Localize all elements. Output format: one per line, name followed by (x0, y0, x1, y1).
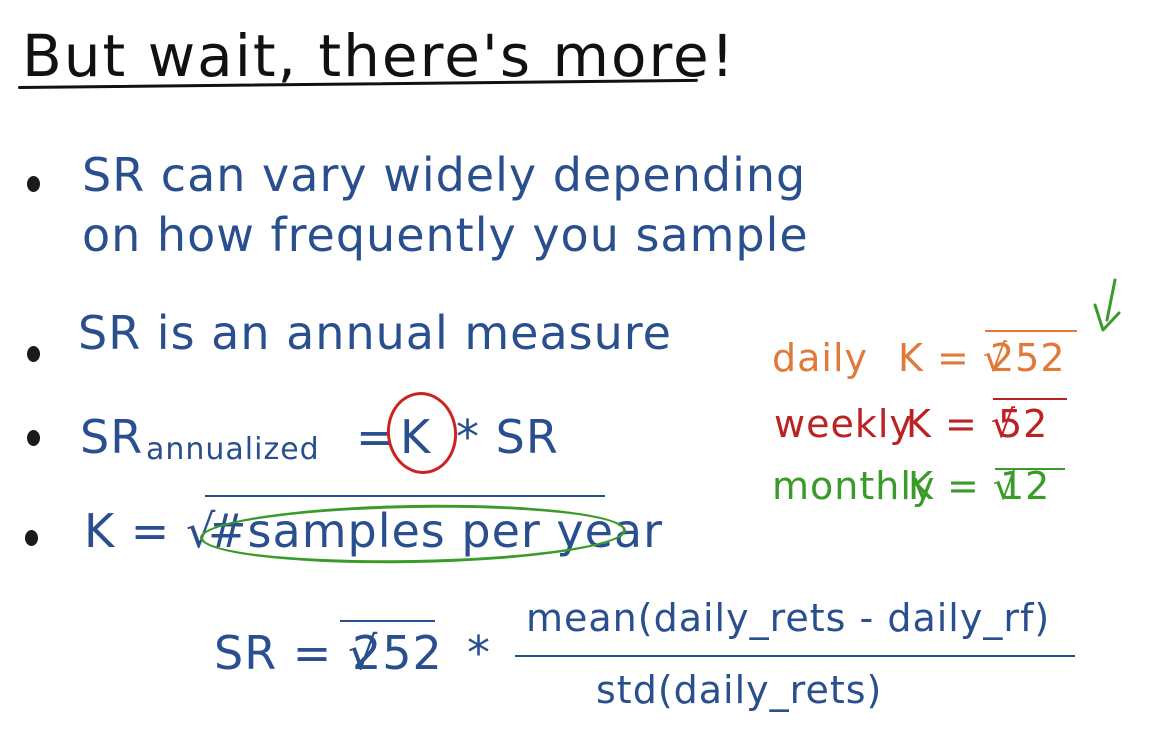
monthly-radical-bar (995, 468, 1065, 470)
weekly-label: weekly (774, 402, 913, 446)
weekly-value: 52 (998, 402, 1049, 446)
bullet-1-line-1: SR can vary widely depending (82, 148, 807, 202)
bullet-3-rest: * SR (456, 410, 559, 464)
bullet-2-dot (27, 346, 40, 362)
formula-denominator: std(daily_rets) (596, 668, 883, 712)
k-highlight-circle (382, 388, 462, 478)
monthly-label: monthly (772, 464, 936, 508)
check-arrow-icon (1093, 278, 1121, 332)
daily-label: daily (772, 336, 869, 380)
formula-numerator: mean(daily_rets - daily_rf) (526, 596, 1051, 640)
bullet-3-equals: = (356, 410, 396, 464)
bullet-3-subscript: annualized (146, 432, 320, 467)
fraction-bar (515, 655, 1075, 657)
formula-lhs: SR = √ (214, 626, 379, 680)
monthly-value: 12 (1000, 464, 1051, 508)
formula-radicand: 252 (352, 626, 443, 680)
formula-times: * (467, 626, 491, 680)
daily-value: 252 (990, 336, 1066, 380)
weekly-radical-bar (993, 398, 1067, 400)
monthly-k: K = √ (908, 464, 1019, 508)
daily-radical-bar (985, 330, 1077, 332)
weekly-k: K = √ (906, 402, 1017, 446)
bullet-3-sr: SR (80, 410, 144, 464)
formula-radical-bar (340, 620, 435, 622)
bullet-1-line-2: on how frequently you sample (82, 208, 809, 262)
bullet-2-text: SR is an annual measure (78, 306, 672, 360)
bullet-4-dot (25, 530, 38, 546)
bullet-4-lhs: K = √ (84, 504, 217, 558)
bullet-1-dot (27, 176, 40, 192)
page-title: But wait, there's more! (22, 22, 736, 90)
bullet-4-radicand: #samples per year (208, 504, 664, 558)
bullet-3-k: K (400, 410, 432, 464)
bullet-4-radical-bar (205, 495, 605, 497)
daily-k: K = √ (898, 336, 1009, 380)
bullet-3-dot (27, 430, 40, 446)
